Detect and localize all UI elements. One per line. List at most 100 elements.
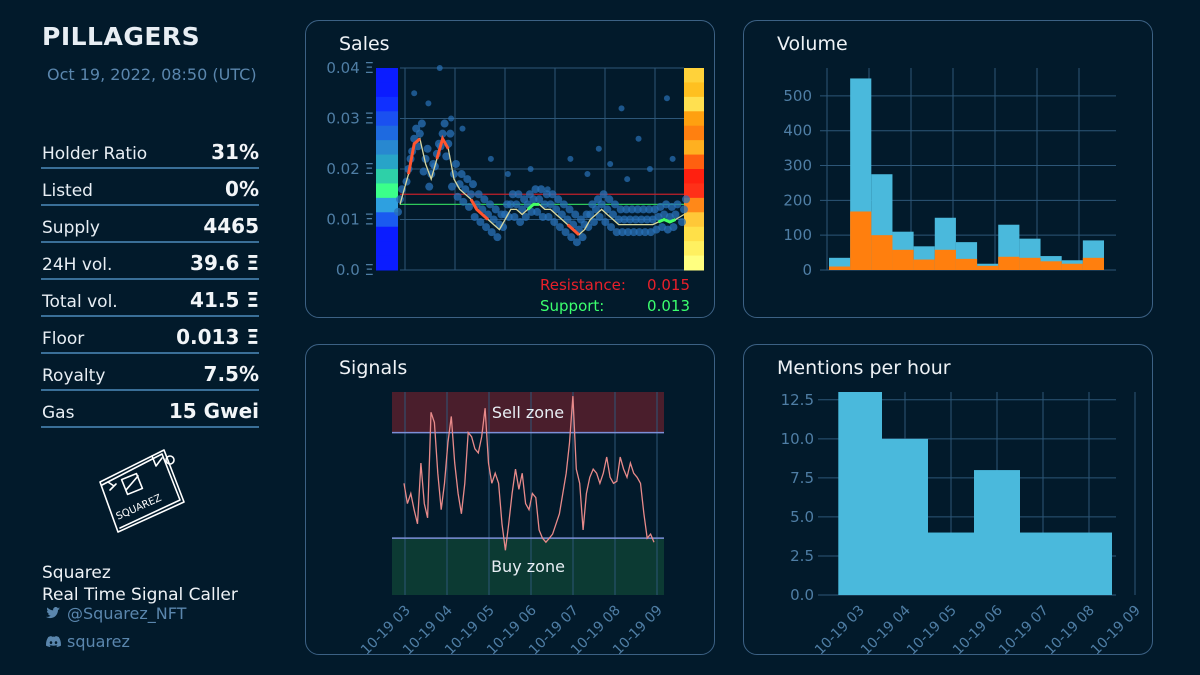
- sales-sell-signal-segment: [469, 198, 489, 221]
- sales-point: [538, 212, 547, 221]
- sales-panel: Sales 0.0 Ξ 0.01 Ξ 0.02 Ξ 0.03 Ξ 0.04 Ξ Resis…: [305, 20, 715, 318]
- sales-point: [506, 200, 515, 209]
- sales-point: [516, 218, 525, 227]
- sales-point: [512, 200, 521, 209]
- sales-point: [423, 144, 432, 153]
- stat-value: 0%: [225, 177, 259, 201]
- sales-point: [529, 195, 538, 204]
- sales-point: [645, 205, 654, 214]
- sales-point: [518, 205, 527, 214]
- sales-outlier-point: [618, 105, 625, 112]
- sales-point: [643, 215, 652, 224]
- stat-value: 41.5 Ξ: [190, 288, 259, 312]
- sales-point: [614, 215, 623, 224]
- sales-point: [449, 170, 458, 179]
- sales-outlier-point: [527, 166, 534, 172]
- sales-outlier-point: [669, 155, 676, 162]
- mentions-x-tick: 10-19 09: [1088, 603, 1144, 654]
- sales-point: [457, 170, 466, 179]
- sales-chart: 0.0 Ξ 0.01 Ξ 0.02 Ξ 0.03 Ξ 0.04 Ξ Resistance:…: [326, 59, 704, 315]
- sales-y-tick: 0.02 Ξ: [326, 160, 374, 178]
- support-value: 0.013: [647, 297, 690, 315]
- sales-right-heat-cell: [684, 183, 704, 199]
- stat-value: 7.5%: [203, 362, 259, 386]
- sales-point: [499, 223, 508, 232]
- sales-price-line: [399, 137, 685, 236]
- sales-outlier-point: [448, 115, 455, 122]
- discord-link[interactable]: squarez: [46, 632, 130, 651]
- sales-point: [607, 223, 615, 232]
- stat-row-floor: Floor 0.013 Ξ: [41, 317, 259, 354]
- volume-bar-highlight: [913, 259, 935, 270]
- mentions-y-tick: 0.0: [790, 586, 814, 604]
- stat-label: Floor: [42, 329, 85, 349]
- sales-outlier-point: [646, 166, 653, 172]
- sales-point: [453, 192, 462, 201]
- sales-point: [540, 200, 549, 209]
- sales-point: [620, 215, 629, 224]
- sales-point: [557, 210, 566, 219]
- sales-point: [629, 228, 638, 237]
- sales-point: [626, 215, 635, 224]
- sales-y-tick: 0.0 Ξ: [336, 261, 374, 279]
- sales-point: [482, 223, 491, 232]
- sales-point: [641, 228, 650, 237]
- sales-point: [618, 228, 627, 237]
- sales-left-heat-cell: [376, 68, 398, 83]
- mentions-bar: [882, 438, 928, 595]
- sales-outlier-point: [663, 95, 670, 102]
- sales-point: [459, 197, 468, 206]
- sales-point: [394, 207, 402, 216]
- sales-point: [680, 205, 688, 214]
- sales-point: [589, 218, 598, 227]
- sales-point: [637, 215, 646, 224]
- sales-point: [561, 228, 570, 237]
- stat-row-holder-ratio: Holder Ratio 31%: [41, 132, 259, 169]
- volume-bar-highlight: [934, 249, 956, 270]
- volume-bar-highlight: [977, 265, 999, 270]
- stat-label: Gas: [42, 403, 75, 423]
- sales-outlier-point: [595, 145, 602, 152]
- stat-row-supply: Supply 4465: [41, 206, 259, 243]
- stat-label: 24H vol.: [42, 255, 113, 275]
- sales-point: [514, 190, 523, 199]
- sales-point: [440, 119, 449, 128]
- sales-y-tick: 0.01 Ξ: [326, 211, 374, 229]
- stat-row-listed: Listed 0%: [41, 169, 259, 206]
- sales-panel-title: Sales: [339, 33, 390, 55]
- stat-label: Listed: [42, 181, 93, 201]
- stats-table: Holder Ratio 31% Listed 0% Supply 4465 2…: [41, 132, 259, 428]
- sales-point: [493, 233, 502, 242]
- volume-y-tick: 200: [783, 191, 812, 209]
- mentions-panel-title: Mentions per hour: [777, 357, 951, 379]
- sales-point: [447, 182, 456, 191]
- sales-right-heat-cell: [684, 241, 704, 257]
- sales-point: [548, 190, 557, 199]
- sales-outlier-point: [607, 160, 614, 167]
- stat-value: 4465: [203, 214, 259, 238]
- sales-right-heat-cell: [684, 82, 704, 98]
- mentions-y-tick: 2.5: [790, 547, 814, 565]
- volume-bar-highlight: [1061, 263, 1083, 270]
- snapshot-datetime: Oct 19, 2022, 08:50 (UTC): [47, 65, 257, 84]
- sales-right-heat-cell: [684, 125, 704, 141]
- sales-point: [417, 119, 426, 128]
- sales-point: [584, 223, 593, 232]
- logo-lettering: SQUAREZ: [115, 493, 164, 523]
- sales-point: [446, 129, 455, 138]
- sales-outlier-point: [425, 100, 432, 107]
- sales-point: [487, 228, 496, 237]
- sales-left-heat-cell: [376, 212, 398, 228]
- sales-point: [567, 233, 576, 242]
- buy-zone-label: Buy zone: [491, 557, 565, 576]
- twitter-link[interactable]: @Squarez_NFT: [46, 604, 186, 623]
- volume-panel-title: Volume: [777, 33, 848, 55]
- sales-right-heat-cell: [684, 140, 704, 156]
- sales-outlier-point: [411, 90, 418, 97]
- sales-left-heat-cell: [376, 111, 398, 127]
- sales-point: [565, 205, 574, 214]
- sales-point: [599, 190, 608, 199]
- sales-point: [616, 205, 625, 214]
- signature: Squarez Real Time Signal Caller: [42, 562, 238, 606]
- sales-point: [531, 185, 540, 194]
